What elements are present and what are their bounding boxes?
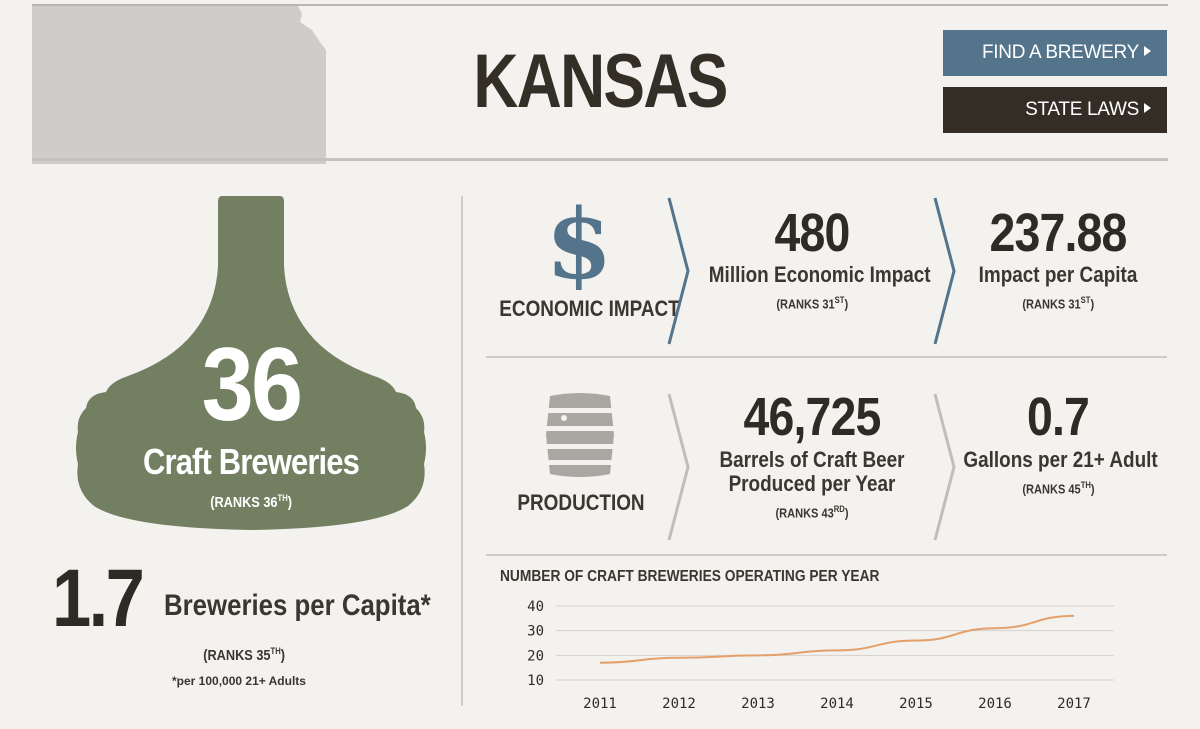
row-divider	[486, 356, 1167, 358]
chart-title: NUMBER OF CRAFT BREWERIES OPERATING PER …	[500, 568, 880, 585]
production-category: PRODUCTION	[517, 490, 645, 515]
bottle-icon	[76, 196, 426, 530]
find-a-brewery-label: FIND A BREWERY	[982, 42, 1139, 63]
series-line	[599, 614, 1075, 664]
dollar-icon: $	[548, 196, 610, 290]
find-a-brewery-button[interactable]: FIND A BREWERY	[943, 30, 1167, 76]
x-tick-label: 2014	[820, 696, 854, 712]
x-tick-label: 2016	[978, 696, 1012, 712]
barrels-produced-value: 46,725	[743, 387, 882, 447]
row-divider	[486, 554, 1167, 556]
page-title: KANSAS	[473, 39, 728, 124]
svg-text:$: $	[548, 196, 610, 290]
per-capita-footnote: *per 100,000 21+ Adults	[172, 674, 306, 688]
barrels-produced-label-line1: Barrels of Craft Beer	[719, 447, 905, 472]
state-laws-button[interactable]: STATE LAWS	[943, 87, 1167, 133]
x-tick-label: 2015	[899, 696, 933, 712]
brewery-count: 36	[201, 327, 303, 443]
craft-breweries-label: Craft Breweries	[143, 441, 360, 482]
impact-per-capita-rank: (RANKS 31ST)	[1022, 295, 1094, 312]
breweries-per-year-chart: 10 20 30 40 2011 2012 2013 2014 2015 2016 2017	[527, 599, 1114, 712]
y-tick-label: 30	[527, 624, 544, 640]
gallons-per-adult-value: 0.7	[1026, 387, 1090, 447]
impact-per-capita-label: Impact per Capita	[978, 262, 1138, 287]
y-tick-label: 20	[527, 648, 544, 664]
economic-impact-rank: (RANKS 31ST)	[776, 295, 848, 312]
y-tick-label: 10	[527, 673, 544, 689]
chevron-right-icon	[933, 393, 956, 541]
brewery-count-rank: (RANKS 36TH)	[210, 493, 292, 511]
kansas-state-map-icon	[32, 6, 326, 164]
breweries-per-capita-rank: (RANKS 35TH)	[203, 646, 285, 664]
breweries-per-capita-label: Breweries per Capita*	[164, 589, 431, 622]
x-tick-label: 2012	[662, 696, 696, 712]
x-tick-label: 2011	[583, 696, 617, 712]
header-rule	[32, 158, 1168, 161]
y-tick-label: 40	[527, 599, 544, 615]
economic-impact-category: ECONOMIC IMPACT	[499, 296, 680, 321]
economic-impact-label: Million Economic Impact	[708, 262, 931, 287]
barrel-icon	[544, 393, 616, 477]
top-rule	[32, 4, 1168, 6]
barrels-produced-rank: (RANKS 43RD)	[775, 504, 849, 521]
economic-impact-value: 480	[774, 203, 851, 263]
x-tick-label: 2017	[1057, 696, 1091, 712]
state-laws-label: STATE LAWS	[1025, 99, 1139, 120]
gallons-per-adult-rank: (RANKS 45TH)	[1021, 480, 1095, 497]
impact-per-capita-value: 237.88	[989, 203, 1128, 263]
chevron-right-icon	[667, 393, 690, 541]
x-tick-label: 2013	[741, 696, 775, 712]
gallons-per-adult-label: Gallons per 21+ Adult	[963, 447, 1158, 472]
caret-right-icon	[1144, 102, 1151, 113]
column-divider	[461, 196, 463, 706]
chevron-right-icon	[667, 197, 690, 345]
chevron-right-icon	[933, 197, 956, 345]
barrels-produced-label-line2: Produced per Year	[728, 471, 896, 496]
caret-right-icon	[1144, 45, 1151, 56]
breweries-per-capita-value: 1.7	[52, 553, 145, 644]
